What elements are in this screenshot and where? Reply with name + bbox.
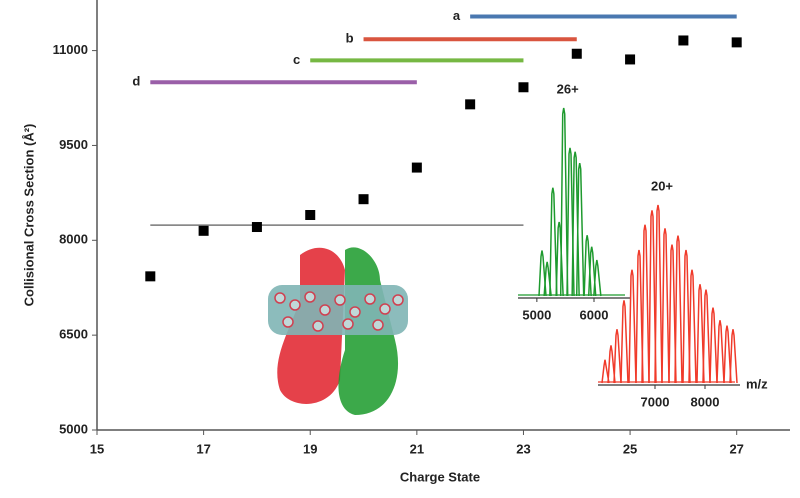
spectrum-peak: [641, 224, 650, 384]
charge-annotation: 20+: [651, 178, 673, 193]
y-tick-label: 9500: [59, 137, 88, 152]
spectrum-peak: [607, 345, 616, 384]
y-tick-label: 8000: [59, 232, 88, 247]
x-tick-label: 21: [410, 441, 424, 456]
spectrum-peak: [668, 244, 677, 384]
spectrum-peak: [571, 151, 580, 297]
x-tick-label: 7000: [641, 394, 670, 409]
inset-x-label: m/z: [746, 376, 768, 391]
spectrum-peak: [543, 261, 552, 297]
data-point: [571, 48, 582, 59]
data-point: [358, 194, 369, 205]
x-tick-label: 15: [90, 441, 104, 456]
data-point: [731, 37, 742, 48]
spectrum-peak: [620, 300, 629, 384]
data-point: [198, 225, 209, 236]
spectrum-peak: [601, 359, 610, 384]
x-tick-label: 17: [196, 441, 210, 456]
spectrum-peak: [538, 250, 547, 297]
range-label: c: [293, 52, 300, 67]
x-tick-label: 5000: [522, 307, 551, 322]
protein-structure: [268, 247, 408, 415]
data-point: [411, 162, 422, 173]
spectrum-peak: [549, 187, 558, 297]
range-label: a: [453, 8, 461, 23]
spectrum-peak: [716, 320, 725, 384]
data-point: [145, 271, 156, 282]
x-axis-title: Charge State: [400, 469, 480, 484]
spectrum-peak: [696, 284, 705, 384]
y-tick-label: 11000: [53, 42, 88, 57]
spectrum-peak: [559, 107, 569, 297]
range-label: d: [132, 74, 140, 89]
x-tick-label: 6000: [580, 307, 609, 322]
spectrum-peak: [654, 204, 663, 384]
spectrum-peak: [583, 235, 592, 297]
spectrum-peak: [593, 259, 602, 297]
charge-annotation: 26+: [557, 81, 579, 96]
data-point: [678, 35, 689, 46]
spectrum-peak: [587, 246, 597, 297]
x-tick-label: 25: [623, 441, 637, 456]
x-tick-label: 8000: [691, 394, 720, 409]
y-axis-title: Collisional Cross Section (Å²): [21, 124, 36, 307]
spectrum-peak: [723, 325, 732, 384]
spectrum-peak: [635, 249, 644, 384]
spectrum-peak: [702, 289, 711, 384]
spectrum-peak: [709, 307, 718, 384]
spectrum-peak: [628, 269, 637, 384]
spectrum-peak: [613, 329, 622, 384]
data-point: [625, 54, 636, 65]
x-tick-label: 27: [729, 441, 743, 456]
spectrum-peak: [688, 269, 697, 384]
spectrum-peak: [648, 210, 657, 384]
data-point: [251, 222, 262, 233]
data-point: [518, 82, 529, 93]
y-tick-label: 6500: [59, 327, 88, 342]
spectrum-peak: [661, 228, 670, 384]
spectrum-peak: [682, 249, 691, 384]
spectrum-peak: [674, 235, 683, 384]
x-tick-label: 19: [303, 441, 317, 456]
spectrum-peak: [566, 147, 575, 297]
x-tick-label: 23: [516, 441, 530, 456]
data-point: [305, 210, 316, 220]
y-tick-label: 5000: [59, 421, 88, 436]
spectrum-peak: [729, 329, 738, 384]
spectrum-peak: [575, 162, 585, 297]
range-label: b: [346, 31, 354, 46]
data-point: [465, 99, 476, 110]
